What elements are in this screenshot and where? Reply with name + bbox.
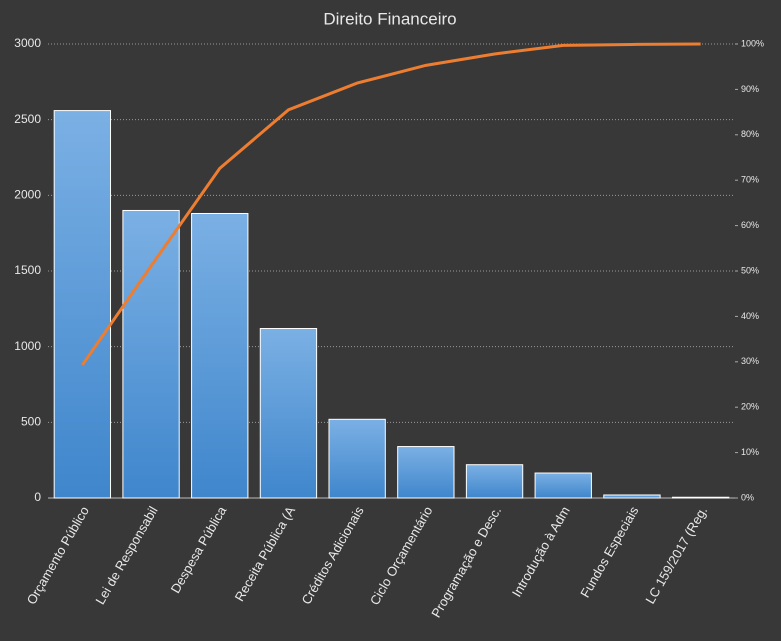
y2-tick-label: 30% bbox=[741, 356, 759, 366]
bar bbox=[534, 472, 592, 499]
y2-tick-label: 50% bbox=[741, 265, 759, 275]
y2-tick-label: 40% bbox=[741, 311, 759, 321]
bar bbox=[191, 212, 249, 499]
y-tick-label: 2500 bbox=[14, 112, 41, 126]
y2-tick-label: 60% bbox=[741, 220, 759, 230]
y2-tick-label: 100% bbox=[741, 38, 764, 48]
y-tick-label: 1000 bbox=[14, 339, 41, 353]
bar bbox=[259, 328, 318, 499]
y-tick-label: 2000 bbox=[14, 188, 41, 202]
y2-tick-label: 10% bbox=[741, 447, 759, 457]
y2-tick-label: 20% bbox=[741, 402, 759, 412]
y2-tick-label: 80% bbox=[741, 129, 759, 139]
y-tick-label: 3000 bbox=[14, 36, 41, 50]
y-tick-label: 0 bbox=[34, 490, 41, 504]
cumulative-line bbox=[81, 42, 701, 366]
chart-title: Direito Financeiro bbox=[323, 9, 456, 28]
bar bbox=[671, 496, 730, 499]
y2-tick-label: 90% bbox=[741, 84, 759, 94]
y-tick-label: 500 bbox=[21, 415, 41, 429]
y-tick-label: 1500 bbox=[14, 263, 41, 277]
y2-tick-label: 70% bbox=[741, 175, 759, 185]
bar bbox=[122, 209, 180, 499]
bar bbox=[603, 494, 661, 499]
bar bbox=[53, 110, 112, 499]
bar bbox=[465, 464, 524, 499]
bar bbox=[397, 446, 455, 499]
y2-tick-label: 0% bbox=[741, 492, 754, 502]
bar bbox=[328, 418, 386, 499]
